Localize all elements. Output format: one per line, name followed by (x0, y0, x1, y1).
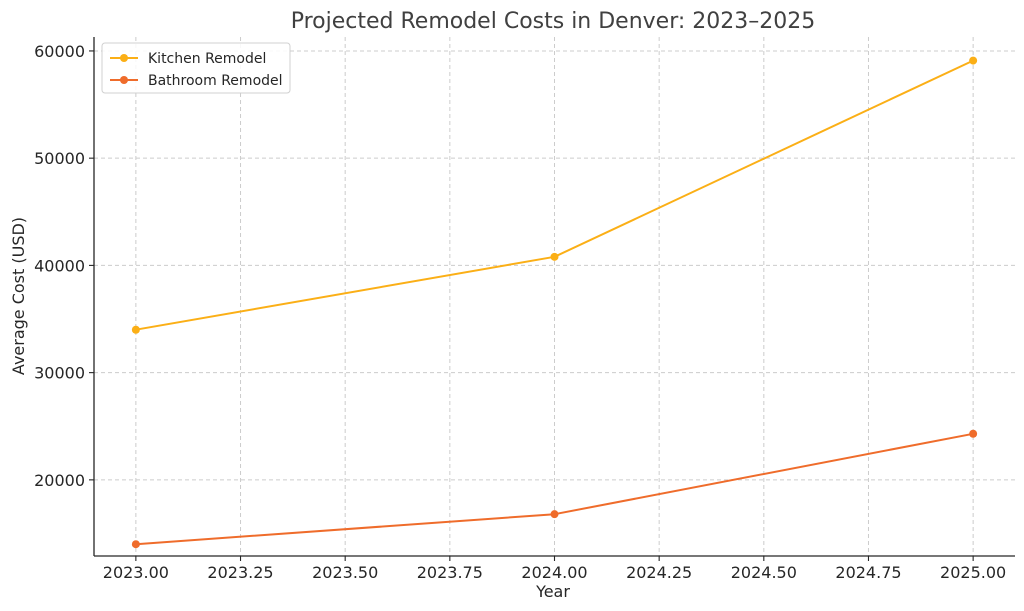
x-tick-label: 2023.25 (207, 563, 273, 582)
data-point (131, 325, 140, 334)
legend: Kitchen Remodel Bathroom Remodel (101, 42, 291, 94)
x-tick-label: 2024.25 (626, 563, 692, 582)
legend-marker (120, 76, 128, 84)
series-kitchen-remodel (131, 56, 978, 334)
series-bathroom-remodel (131, 429, 978, 549)
data-point (550, 510, 559, 519)
data-point (131, 540, 140, 549)
x-tick-label: 2025.00 (940, 563, 1006, 582)
series-lines (131, 56, 978, 549)
x-tick-label: 2023.50 (312, 563, 378, 582)
data-point (969, 56, 978, 65)
x-tick-label: 2023.75 (417, 563, 483, 582)
x-tick-label: 2024.50 (731, 563, 797, 582)
x-tick-label: 2023.00 (103, 563, 169, 582)
legend-marker (120, 54, 128, 62)
y-tick-label: 40000 (34, 256, 85, 275)
legend-label: Bathroom Remodel (148, 73, 283, 89)
chart-title: Projected Remodel Costs in Denver: 2023–… (291, 9, 816, 34)
x-axis-label: Year (535, 582, 570, 601)
data-point (550, 252, 559, 261)
grid-lines (94, 37, 1015, 556)
y-tick-label: 60000 (34, 42, 85, 61)
y-axis-label: Average Cost (USD) (9, 217, 28, 375)
y-tick-label: 20000 (34, 471, 85, 490)
legend-box (101, 42, 291, 94)
axes: 2023.00 2023.25 2023.50 2023.75 2024.00 2024.… (34, 37, 1015, 582)
legend-label: Kitchen Remodel (148, 51, 266, 67)
y-tick-label: 30000 (34, 364, 85, 383)
y-tick-label: 50000 (34, 149, 85, 168)
data-point (969, 429, 978, 438)
x-tick-label: 2024.00 (521, 563, 587, 582)
x-tick-label: 2024.75 (835, 563, 901, 582)
